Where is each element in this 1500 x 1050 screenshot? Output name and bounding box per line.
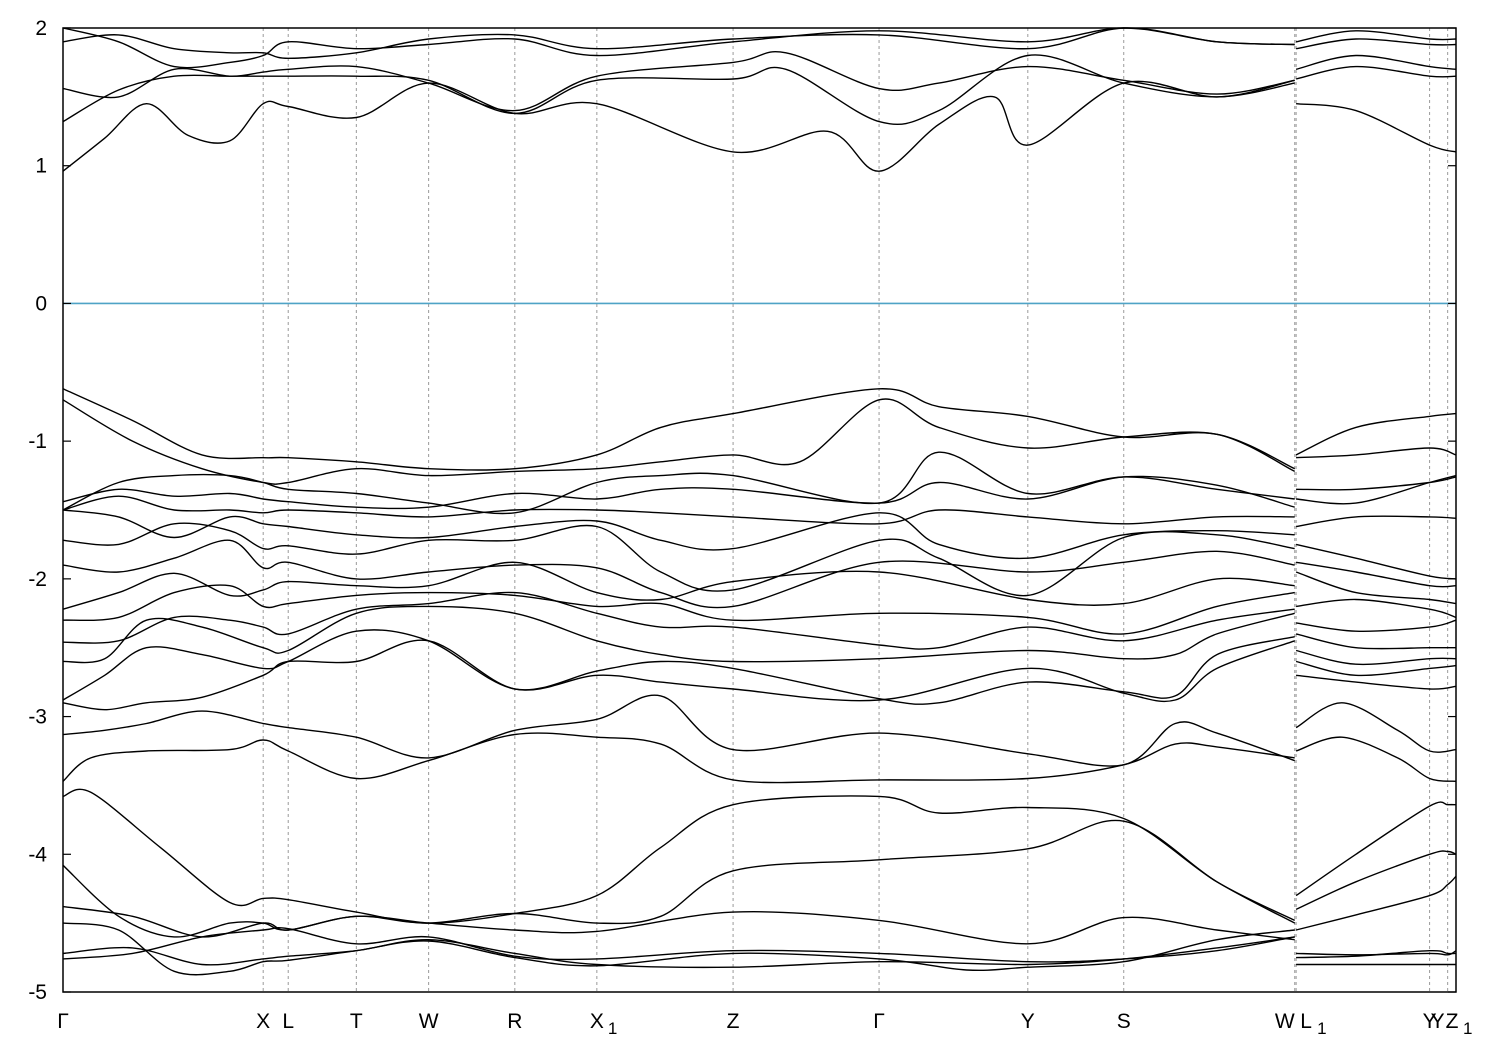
- x-tick-label: Y: [1021, 1010, 1035, 1033]
- x-tick-label: Y: [1423, 1010, 1437, 1033]
- x-tick-label: X: [256, 1010, 270, 1033]
- band-line-16: [1295, 561, 1457, 588]
- band-line-25: [1295, 54, 1457, 70]
- band-line-20: [1296, 476, 1457, 491]
- x-tick-label: L: [1300, 1010, 1312, 1033]
- band-line-18: [62, 495, 1295, 525]
- x-tick-label: W: [1275, 1010, 1295, 1033]
- band-line-12: [62, 591, 1295, 650]
- x-tick-subscript: 1: [1317, 1019, 1326, 1038]
- band-line-16: [62, 522, 1295, 597]
- band-line-15: [62, 539, 1295, 609]
- band-line-7: [62, 732, 1295, 784]
- plot-frame: [62, 27, 1457, 993]
- y-tick-label: -2: [28, 568, 47, 591]
- band-line-2: [62, 936, 1295, 969]
- band-line-3: [1296, 949, 1457, 959]
- band-line-3: [62, 922, 1295, 976]
- band-line-10: [62, 629, 1295, 705]
- band-line-1: [62, 927, 1295, 963]
- band-line-9: [1296, 674, 1457, 690]
- band-line-9: [62, 639, 1295, 711]
- band-line-25: [62, 51, 1295, 112]
- x-tick-subscript: 1: [608, 1019, 617, 1038]
- x-tick-label: Γ: [57, 1010, 69, 1033]
- x-axis-ticks: Γ X L T W R X 1 Z Γ Y S W L 1 YY Z 1: [57, 1010, 1472, 1038]
- band-line-6: [1295, 801, 1457, 897]
- band-line-13: [1296, 619, 1457, 633]
- band-line-15: [1295, 571, 1457, 605]
- band-line-23: [1296, 103, 1457, 153]
- x-tick-subscript: 1: [1463, 1019, 1472, 1038]
- y-tick-label: -4: [28, 843, 47, 866]
- x-tick-label: Z: [727, 1010, 740, 1033]
- y-tick-label: -3: [28, 706, 47, 729]
- x-tick-label: L: [282, 1010, 294, 1033]
- band-line-17: [1295, 543, 1457, 580]
- band-line-6: [62, 788, 1296, 924]
- band-line-4: [1295, 875, 1457, 931]
- band-line-21: [1296, 447, 1457, 459]
- band-line-14: [1296, 598, 1457, 619]
- band-line-27: [1295, 30, 1457, 43]
- band-line-23: [62, 79, 1295, 172]
- band-line-12: [1295, 633, 1456, 650]
- band-line-8: [62, 694, 1295, 767]
- y-tick-label: 1: [35, 155, 47, 178]
- x-tick-label: Γ: [873, 1010, 885, 1033]
- x-tick-label: Z: [1446, 1010, 1459, 1033]
- band-line-4: [62, 905, 1295, 945]
- band-line-21: [62, 398, 1295, 485]
- x-tick-label: Y: [1431, 1010, 1445, 1033]
- band-line-11: [1295, 649, 1457, 666]
- band-line-14: [62, 561, 1295, 610]
- band-line-26: [1295, 38, 1457, 50]
- band-line-5: [1295, 850, 1457, 911]
- x-tick-label: W: [419, 1010, 439, 1033]
- band-line-19: [62, 475, 1295, 510]
- band-line-22: [1295, 412, 1457, 456]
- y-tick-label: -5: [28, 981, 47, 1004]
- band-line-17: [62, 509, 1295, 560]
- band-line-19: [1296, 474, 1457, 505]
- x-tick-label: T: [350, 1010, 363, 1033]
- band-line-13: [62, 584, 1295, 635]
- band-line-7: [1295, 736, 1457, 782]
- band-lines: [62, 27, 1457, 976]
- band-line-18: [1295, 515, 1457, 528]
- grid-lines: [262, 28, 1449, 992]
- band-line-5: [62, 819, 1296, 938]
- y-tick-label: 0: [35, 292, 47, 315]
- band-line-24: [62, 54, 1295, 125]
- y-tick-label: 2: [35, 17, 47, 40]
- y-axis-ticks: -5 -4 -3 -2 -1 0 1 2: [28, 17, 1456, 1004]
- band-line-26: [62, 27, 1295, 60]
- band-line-22: [62, 388, 1296, 473]
- band-line-8: [1295, 702, 1457, 753]
- band-line-27: [62, 27, 1295, 69]
- x-tick-label: R: [507, 1010, 522, 1033]
- x-tick-label: S: [1117, 1010, 1131, 1033]
- x-tick-label: X: [590, 1010, 604, 1033]
- band-line-24: [1295, 65, 1457, 80]
- band-line-10: [1295, 660, 1457, 677]
- band-line-20: [62, 451, 1295, 515]
- y-tick-label: -1: [28, 430, 47, 453]
- band-line-11: [62, 605, 1295, 664]
